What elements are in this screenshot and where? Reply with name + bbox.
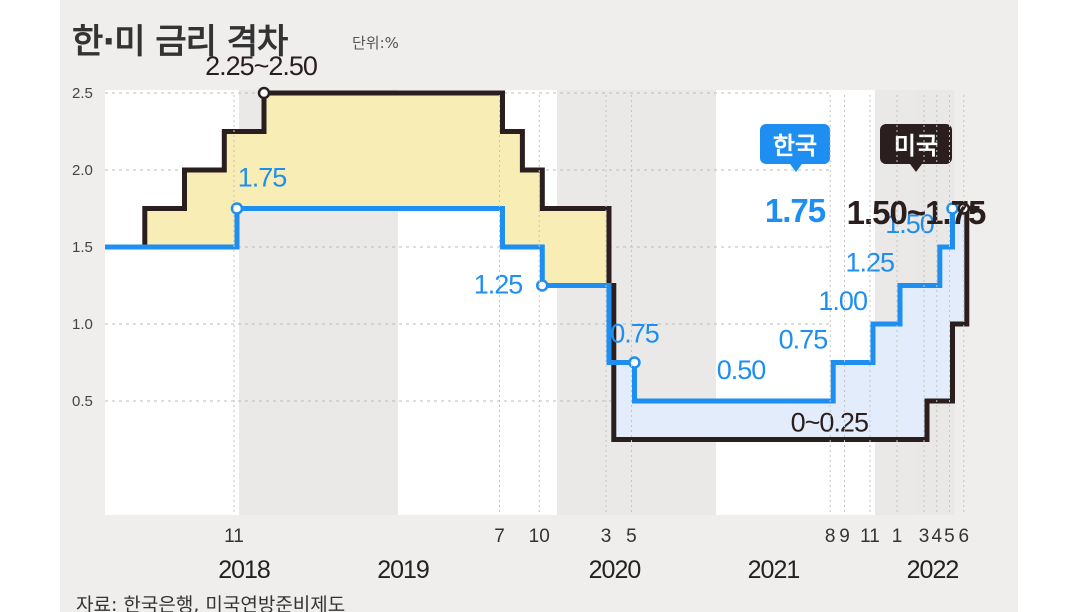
year-band-1: [557, 90, 716, 515]
endpoint-marker-us: [957, 202, 971, 215]
legend-pointer-us: [910, 164, 922, 172]
annotation-label: 0.75: [610, 319, 659, 349]
x-tick-label: 7: [494, 526, 505, 547]
x-tick-label: 11: [224, 526, 244, 547]
y-tick-label: 2.0: [72, 162, 93, 179]
gap-fill-negative: [612, 208, 980, 440]
x-tick-label: 10: [529, 526, 550, 547]
source-note: 자료: 한국은행, 미국연방준비제도: [76, 594, 346, 612]
legend-us: 미국: [880, 124, 952, 172]
legend-korea: 한국: [760, 124, 830, 172]
year-label: 2018: [218, 556, 270, 584]
x-tick-label: 5: [626, 526, 637, 547]
chart-card: 한·미 금리 격차 단위:% 2.5 2.0 1.5 1.0 0.5 2.25~2.50 1…: [60, 0, 1018, 612]
x-tick-label: 6: [958, 526, 969, 547]
y-tick-label: 1.0: [72, 316, 93, 333]
year-label: 2022: [907, 556, 959, 584]
x-tick-label: 3: [919, 526, 930, 547]
annotation-marker: [257, 86, 271, 100]
legend-value-korea: 1.75: [765, 192, 826, 229]
year-label: 2020: [589, 556, 641, 584]
x-tick-label: 9: [839, 526, 850, 547]
x-tick-label: 5: [944, 526, 955, 547]
x-tick-label: 4: [931, 526, 942, 547]
y-tick-label: 1.5: [72, 239, 93, 256]
legend-pointer-korea: [790, 164, 802, 172]
legend-name-korea: 한국: [773, 133, 817, 160]
y-tick-label: 2.5: [72, 85, 93, 102]
annotation-label: 0.50: [717, 355, 766, 385]
annotation-label: 1.00: [818, 286, 867, 316]
legend-value-us: 1.50~1.75: [847, 194, 986, 231]
unit-label: 단위:%: [352, 34, 399, 52]
legend-badge-korea: [760, 124, 830, 164]
annotation-label: 1.25: [845, 248, 894, 278]
year-label: 2019: [377, 556, 429, 584]
gap-fill-positive: [105, 93, 613, 363]
legend-badge-us: [880, 124, 952, 164]
annotation-marker: [536, 279, 549, 292]
annotation-label: 1.75: [238, 163, 287, 193]
x-tick-label: 3: [601, 526, 612, 547]
y-tick-label: 0.5: [72, 393, 93, 410]
x-tick-label: 11: [860, 526, 880, 547]
annotation-label: 0.75: [779, 325, 828, 355]
annotation-label: 2.25~2.50: [205, 51, 317, 81]
rate-chart: 2.5 2.0 1.5 1.0 0.5 2.25~2.50 1.75 1.25 0.75 0.50…: [72, 51, 987, 584]
year-label: 2021: [748, 556, 800, 584]
x-tick-label: 8: [825, 526, 836, 547]
x-tick-label: 1: [892, 526, 903, 547]
chart-title: 한·미 금리 격차: [72, 22, 288, 62]
legend-name-us: 미국: [894, 133, 938, 160]
annotation-label: 0~0.25: [791, 408, 868, 438]
series-line-korea: [105, 206, 955, 404]
series-line-us: [105, 90, 980, 442]
annotation-label: 1.25: [474, 270, 523, 300]
annotation-label: 1.50: [885, 209, 934, 239]
